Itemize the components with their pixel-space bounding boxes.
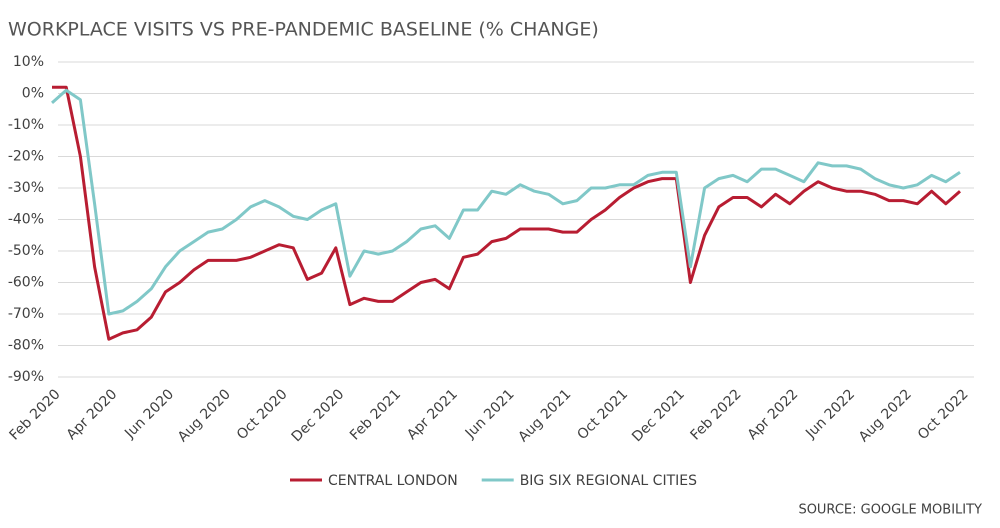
x-tick-label: Aug 2022 [856, 386, 915, 445]
x-tick-label: Feb 2022 [687, 386, 744, 443]
x-tick-label: Oct 2021 [574, 386, 631, 443]
x-tick-label: Feb 2021 [347, 386, 404, 443]
x-tick-label: Feb 2020 [6, 386, 63, 443]
y-tick-label: -40% [8, 212, 44, 228]
y-tick-label: -80% [8, 338, 44, 354]
y-tick-label: -90% [8, 369, 44, 385]
line-series [51, 88, 961, 316]
y-tick-label: -20% [8, 149, 44, 165]
y-tick-label: -30% [8, 180, 44, 196]
x-tick-label: Dec 2021 [629, 386, 688, 445]
x-tick-label: Jun 2020 [121, 386, 177, 442]
y-tick-label: -70% [8, 306, 44, 322]
x-tick-label: Oct 2020 [234, 386, 291, 443]
y-tick-label: 0% [22, 86, 44, 102]
x-tick-label: Jun 2021 [462, 386, 518, 442]
x-tick-label: Dec 2020 [289, 386, 348, 445]
legend-label: CENTRAL LONDON [328, 473, 458, 489]
x-tick-label: Oct 2022 [915, 386, 972, 443]
y-tick-label: -60% [8, 275, 44, 291]
x-tick-label: Apr 2022 [745, 386, 802, 443]
source: SOURCE: GOOGLE MOBILITY [798, 503, 982, 518]
chart-title: WORKPLACE VISITS VS PRE-PANDEMIC BASELIN… [8, 19, 599, 41]
y-tick-label: 10% [13, 54, 44, 70]
x-tick-label: Aug 2020 [175, 386, 234, 445]
x-tick-label: Jun 2022 [802, 386, 858, 442]
legend-label: BIG SIX REGIONAL CITIES [520, 473, 697, 489]
y-tick-label: -50% [8, 243, 44, 259]
x-tick-label: Apr 2021 [404, 386, 461, 443]
y-tick-label: -10% [8, 117, 44, 133]
line-series [52, 85, 961, 341]
x-tick-label: Aug 2021 [515, 386, 574, 445]
x-tick-label: Apr 2020 [64, 386, 121, 443]
